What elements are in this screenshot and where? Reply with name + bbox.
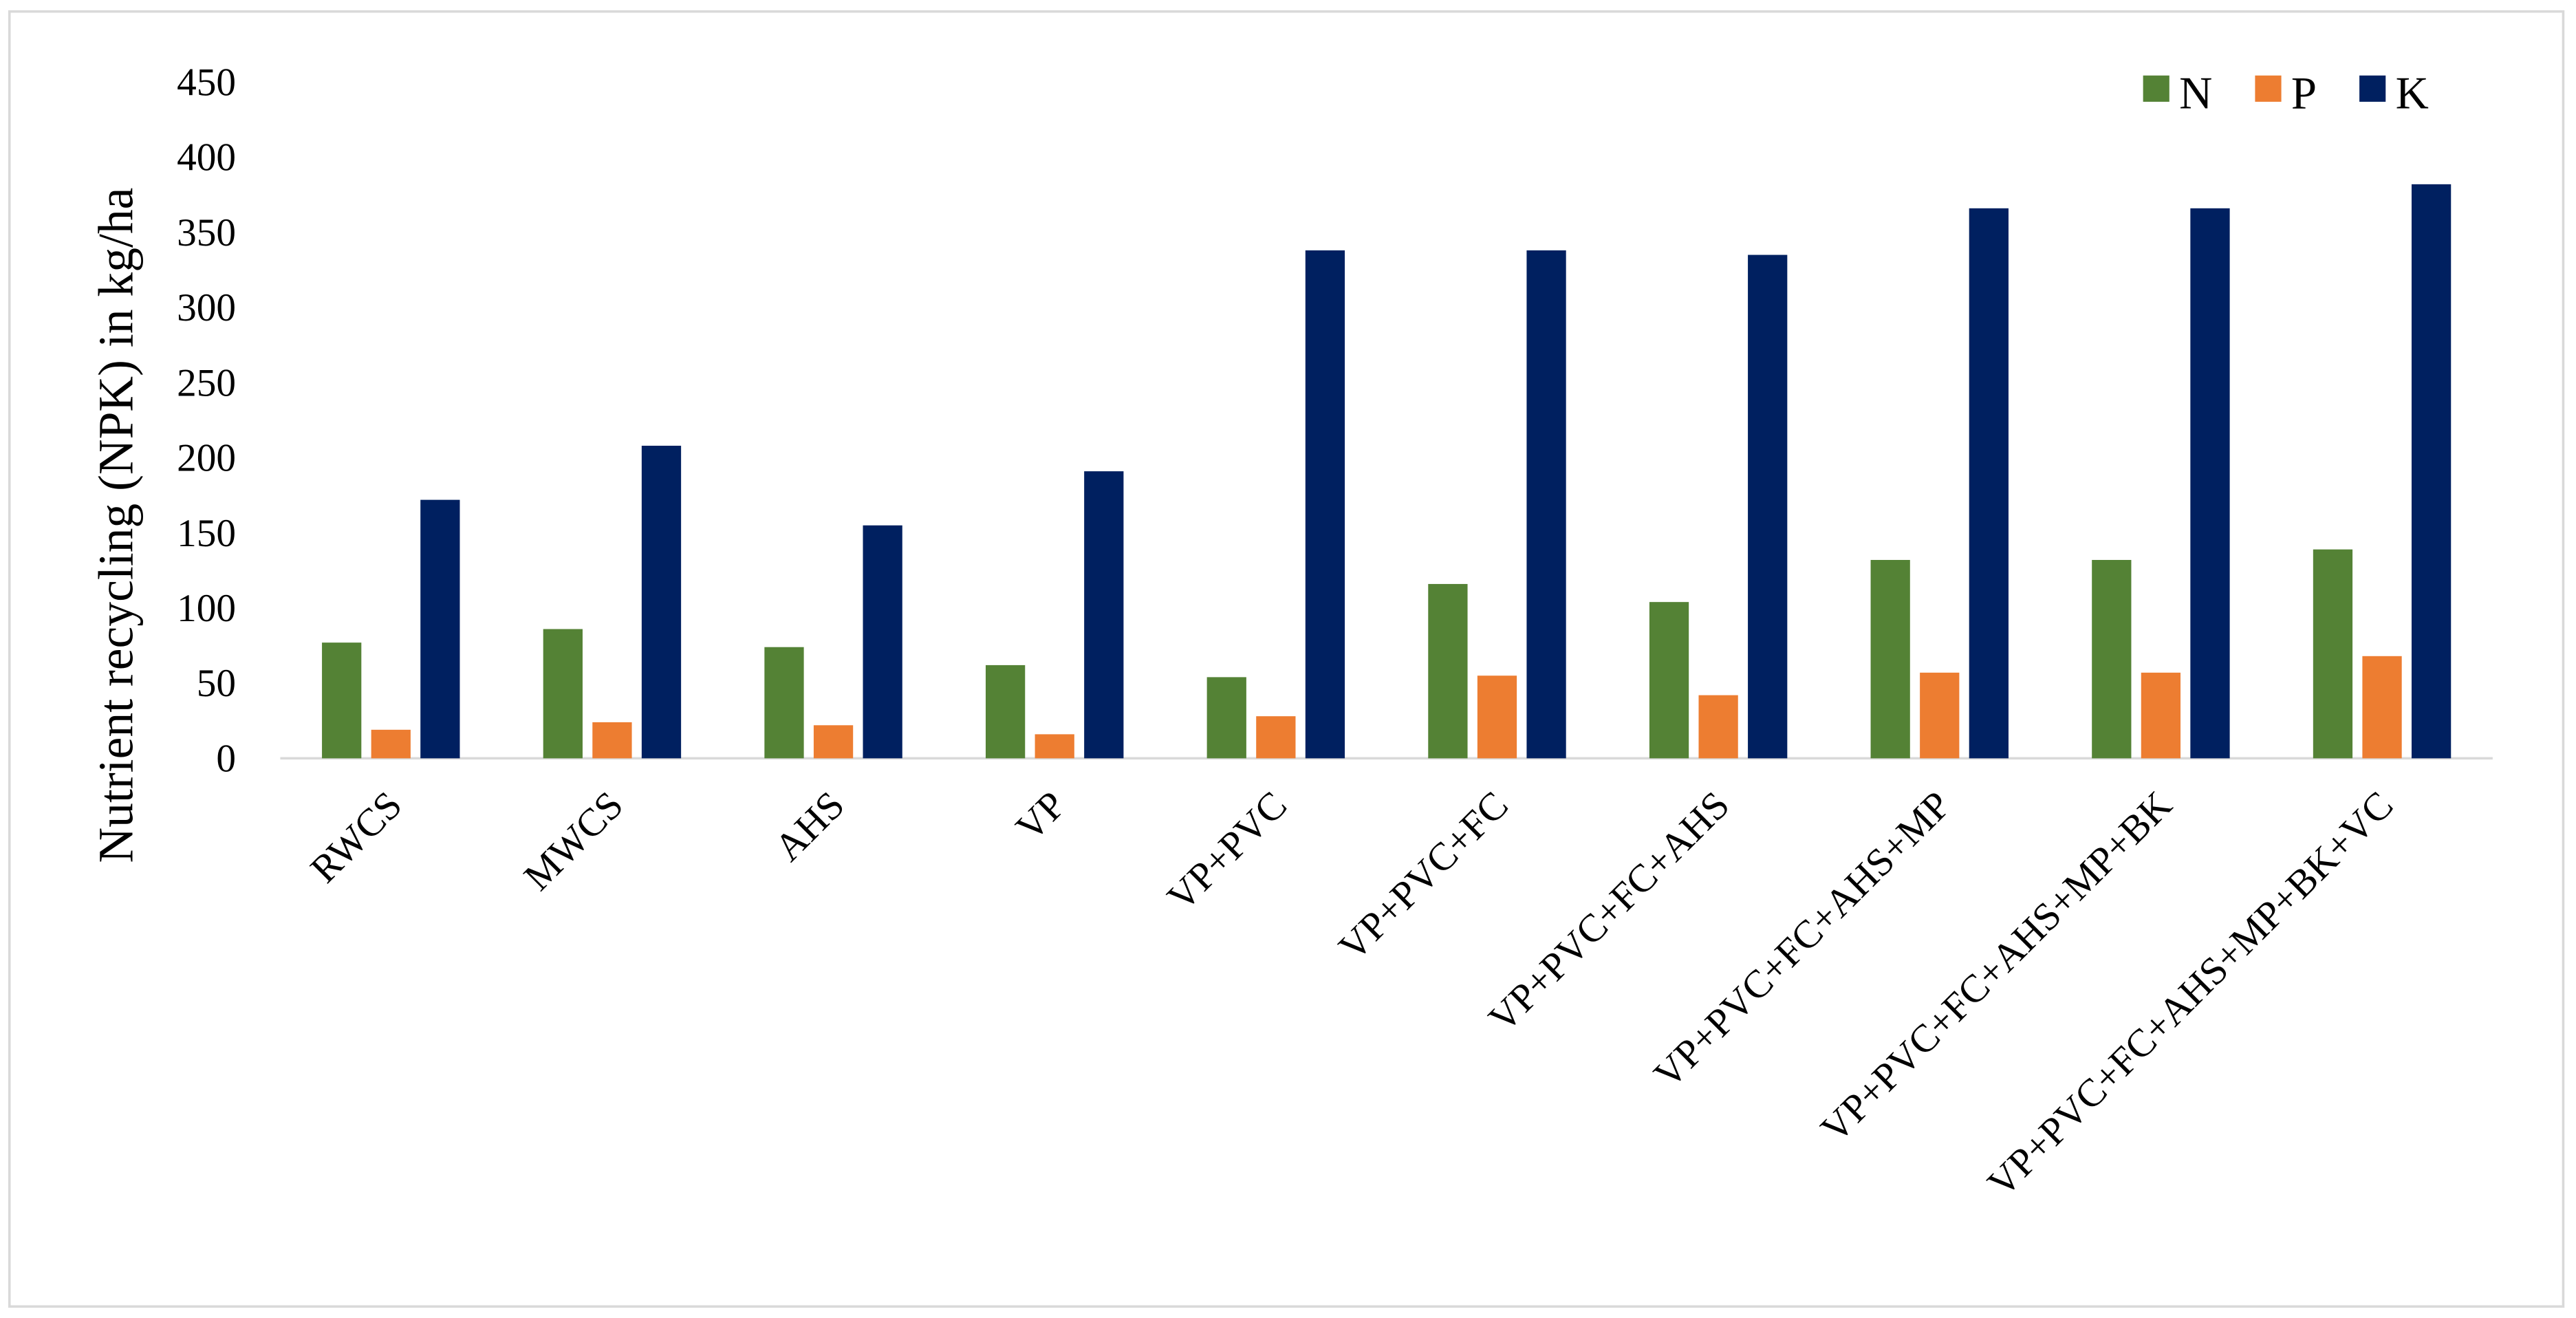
bar (1206, 677, 1246, 759)
bar (1698, 695, 1738, 759)
bar (1969, 208, 2009, 759)
bar (1870, 559, 1910, 759)
bar (1920, 672, 1960, 759)
bar (322, 642, 362, 759)
y-tick-label: 0 (216, 737, 236, 780)
bar (863, 525, 902, 759)
y-tick-label: 250 (177, 361, 236, 404)
bar (985, 665, 1026, 759)
bar (2362, 656, 2402, 759)
bar (2411, 184, 2451, 759)
y-axis-label: Nutrient recycling (NPK) in kg/ha (89, 188, 144, 863)
y-tick-label: 150 (177, 512, 236, 555)
legend-swatch (2359, 75, 2386, 102)
y-tick-label: 50 (197, 662, 236, 705)
y-tick-label: 350 (177, 211, 236, 255)
bar (1428, 583, 1468, 759)
legend-label: N (2179, 67, 2212, 118)
legend-label: P (2291, 67, 2317, 118)
y-tick-label: 450 (177, 61, 236, 104)
chart-frame (8, 10, 2565, 1308)
legend-swatch (2255, 75, 2282, 102)
bar (543, 629, 583, 759)
bar (420, 499, 460, 759)
bar (641, 445, 682, 759)
bar (371, 729, 411, 759)
bar (2092, 559, 2132, 759)
y-tick-label: 400 (177, 136, 236, 180)
bar (1084, 471, 1124, 759)
bar (764, 647, 804, 759)
y-tick-label: 300 (177, 286, 236, 330)
bar (1477, 676, 1517, 759)
bar (1649, 602, 1689, 759)
y-tick-label: 100 (177, 587, 236, 630)
bar (813, 725, 854, 759)
legend-swatch (2143, 75, 2169, 102)
bar (1305, 250, 1345, 759)
bar (2141, 672, 2181, 759)
bar (2190, 208, 2230, 759)
bar (2313, 549, 2353, 759)
bar (1748, 255, 1788, 759)
y-tick-label: 200 (177, 437, 236, 480)
legend-label: K (2396, 67, 2429, 118)
bar (1035, 734, 1074, 759)
bar (1526, 250, 1566, 759)
bar (592, 722, 632, 759)
bar (1256, 716, 1296, 759)
